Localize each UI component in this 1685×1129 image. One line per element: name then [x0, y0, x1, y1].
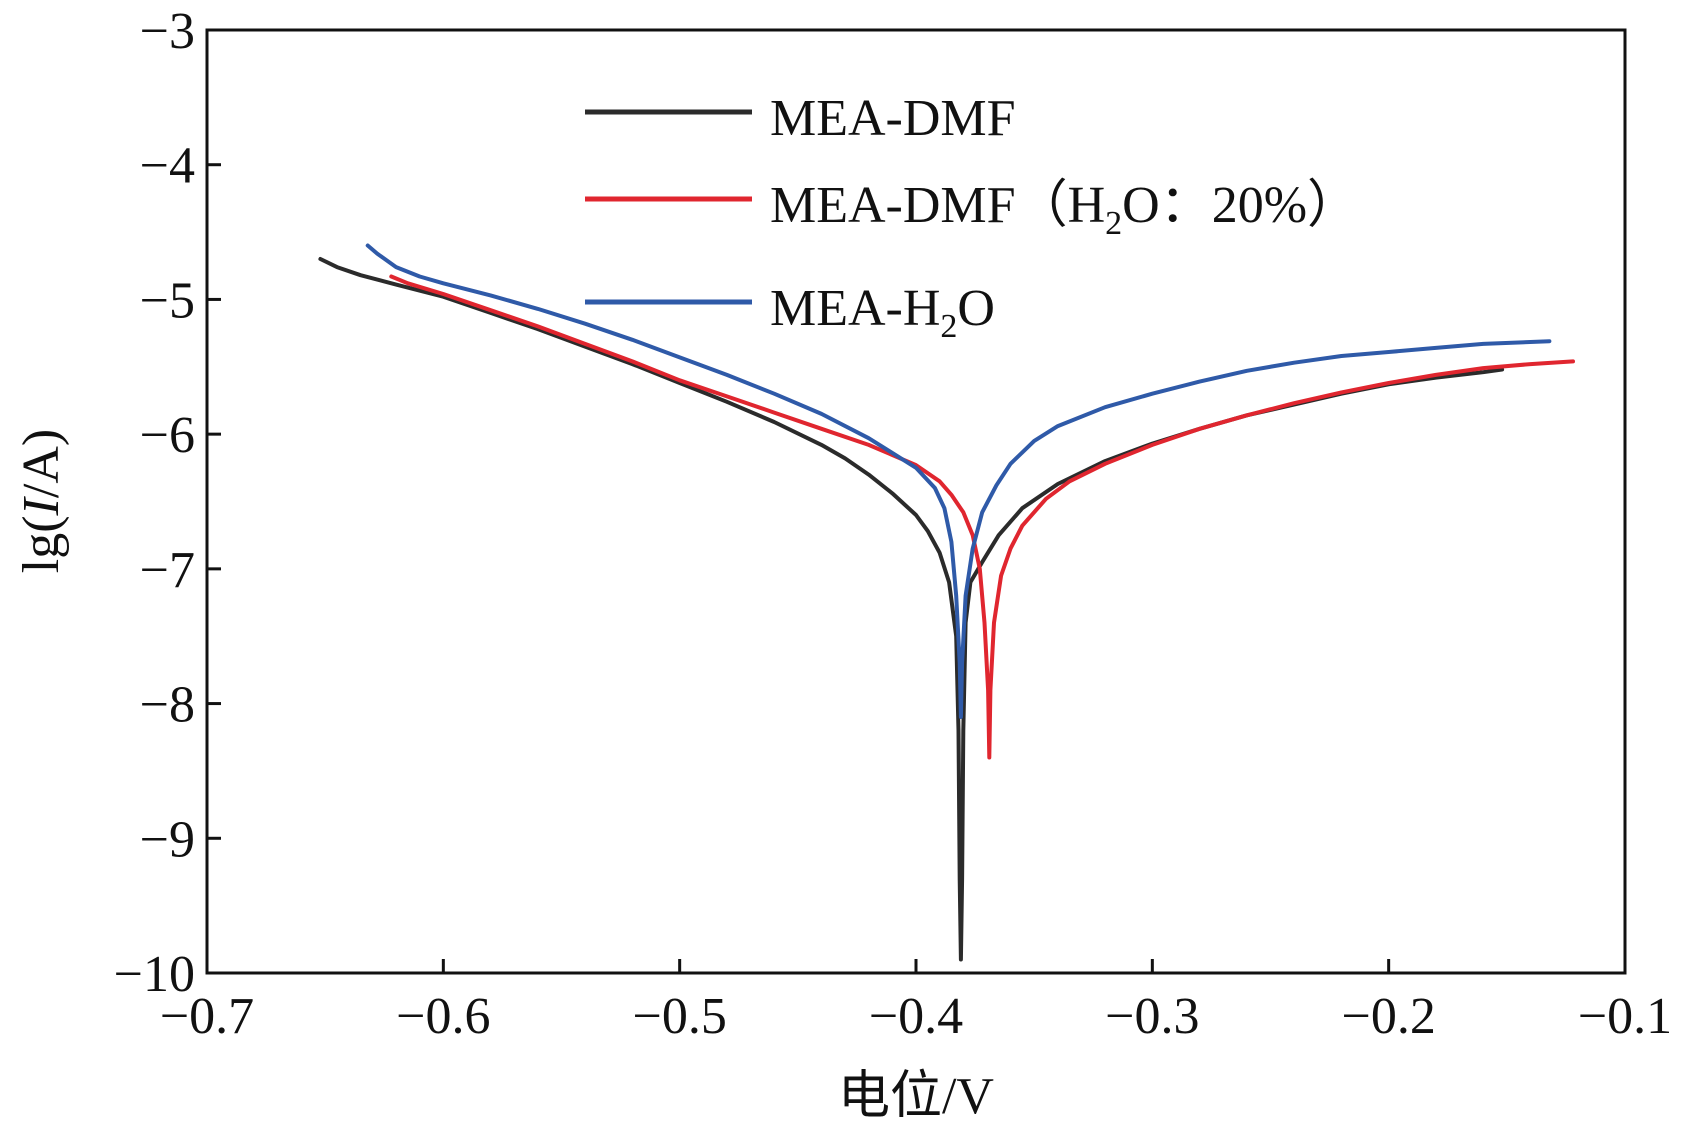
legend: MEA-DMF MEA-DMF（H2O：20%） MEA-H2O: [585, 90, 1359, 345]
legend-label-mea-dmf: MEA-DMF: [770, 90, 1016, 147]
legend-entry-2: MEA-H2O: [585, 280, 995, 345]
tick-layer: −0.7 −0.6 −0.5 −0.4 −0.3 −0.2 −0.1 −10 −9 −8 −7 −6 −…: [114, 3, 1672, 1045]
legend-label-mea-h2o: MEA-H2O: [770, 280, 995, 345]
y-tick-label: −3: [140, 3, 195, 60]
x-tick-label: −0.4: [869, 988, 963, 1045]
x-tick-label: −0.7: [160, 988, 254, 1045]
x-tick-label: −0.5: [633, 988, 727, 1045]
y-tick-label: −9: [140, 811, 195, 868]
series-line-1: [389, 274, 1575, 760]
series-line-2: [365, 243, 1552, 719]
y-tick-label: −4: [140, 138, 195, 195]
y-axis-title: lg(I/A): [13, 429, 70, 573]
x-tick-label: −0.6: [396, 988, 490, 1045]
y-tick-label: −7: [140, 542, 195, 599]
series-layer: [318, 243, 1575, 962]
y-tick-label: −10: [114, 946, 195, 1003]
x-tick-label: −0.1: [1578, 988, 1672, 1045]
y-tick-label: −6: [140, 407, 195, 464]
legend-entry-1: MEA-DMF（H2O：20%）: [585, 177, 1359, 242]
legend-label-mea-dmf-h2o-20: MEA-DMF（H2O：20%）: [770, 177, 1359, 242]
legend-entry-0: MEA-DMF: [585, 90, 1016, 147]
x-tick-label: −0.3: [1105, 988, 1199, 1045]
x-axis-title: 电位/V: [838, 1068, 994, 1125]
x-tick-label: −0.2: [1342, 988, 1436, 1045]
series-line-0: [318, 257, 1505, 962]
y-tick-label: −8: [140, 677, 195, 734]
y-tick-label: −5: [140, 272, 195, 329]
plot-frame: [205, 28, 1627, 975]
